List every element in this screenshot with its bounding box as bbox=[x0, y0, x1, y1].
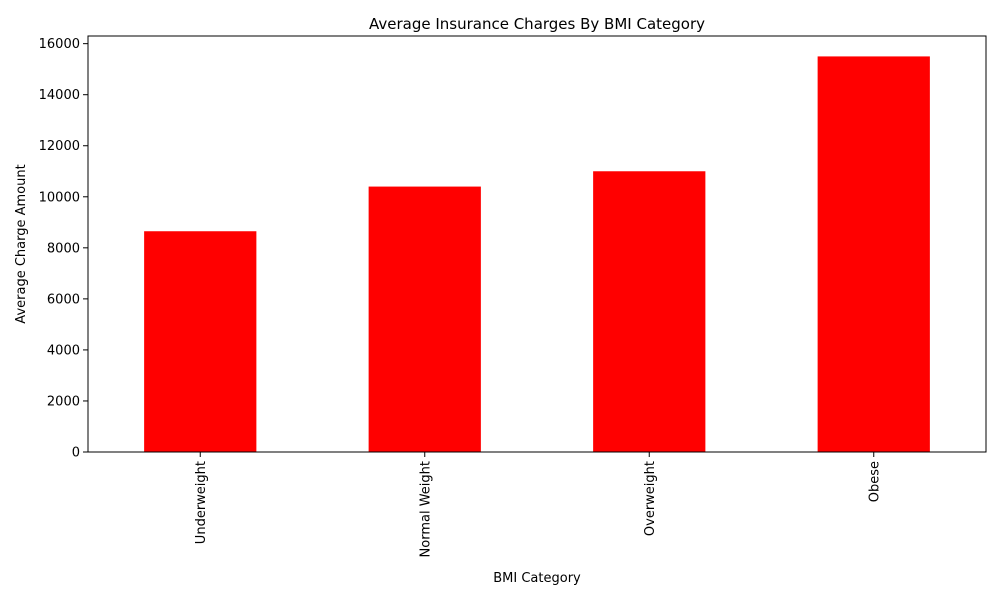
bar-normal-weight bbox=[368, 186, 481, 452]
bars-group bbox=[144, 56, 930, 453]
y-tick-label: 8000 bbox=[47, 241, 80, 256]
y-tick-label: 10000 bbox=[39, 190, 80, 205]
chart-title: Average Insurance Charges By BMI Categor… bbox=[369, 15, 705, 33]
bar-obese bbox=[817, 56, 930, 453]
y-tick-label: 6000 bbox=[47, 292, 80, 307]
y-axis-label: Average Charge Amount bbox=[14, 164, 29, 323]
x-axis-label: BMI Category bbox=[493, 571, 581, 586]
x-tick-label: Overweight bbox=[643, 461, 658, 536]
y-tick-label: 4000 bbox=[47, 343, 80, 358]
plot-frame bbox=[87, 35, 987, 453]
y-axis: 0 2000 4000 6000 8000 10000 12000 14000 16000 bbox=[39, 37, 88, 461]
bar-overweight bbox=[593, 171, 706, 453]
bar-underweight bbox=[144, 231, 257, 452]
x-tick-label: Underweight bbox=[194, 461, 209, 544]
y-tick-label: 12000 bbox=[39, 139, 80, 154]
y-tick-label: 0 bbox=[72, 446, 80, 461]
x-tick-label: Obese bbox=[867, 461, 882, 502]
y-tick-label: 14000 bbox=[39, 88, 80, 103]
y-tick-label: 16000 bbox=[39, 37, 80, 52]
x-axis: Underweight Normal Weight Overweight Obese bbox=[194, 452, 882, 557]
x-tick-label: Normal Weight bbox=[418, 461, 433, 557]
y-tick-label: 2000 bbox=[47, 394, 80, 409]
